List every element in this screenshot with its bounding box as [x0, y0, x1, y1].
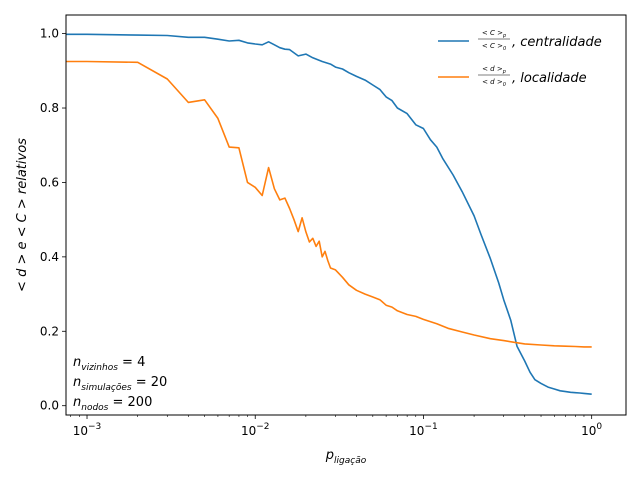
legend-fraction-den-localidade: < d >0 [482, 78, 506, 88]
x-tick-label: 100 [581, 422, 602, 438]
y-tick-label: 1.0 [40, 27, 59, 41]
legend: < C >p < C >0 , centralidade < d >p < d … [438, 29, 602, 88]
legend-label-localidade: , localidade [512, 71, 587, 86]
x-axis: 10−3 10−2 10−1 100 [70, 415, 602, 438]
series-layer [66, 33, 592, 395]
y-tick-label: 0.4 [40, 250, 59, 264]
x-tick-label: 10−2 [241, 422, 270, 438]
y-tick-label: 0.6 [40, 175, 59, 189]
legend-fraction-num-localidade: < d >p [482, 65, 506, 75]
series-line-localidade [66, 60, 592, 348]
y-axis: 0.0 0.2 0.4 0.6 0.8 1.0 [40, 27, 66, 413]
y-tick-label: 0.0 [40, 399, 59, 413]
x-tick-label: 10−1 [409, 422, 438, 438]
legend-entry-centralidade: < C >p < C >0 , centralidade [438, 29, 602, 52]
plot-frame [65, 14, 627, 416]
y-axis-label: < d > e < C > relativos [15, 138, 30, 292]
series-line-centralidade [66, 33, 592, 395]
annotation-n-simulacoes: nsimulações = 20 [73, 375, 167, 393]
legend-fraction-num-centralidade: < C >p [482, 29, 506, 39]
x-axis-label: pligação [325, 448, 367, 466]
annotation-n-vizinhos: nvizinhos = 4 [73, 355, 145, 373]
parameter-annotations: nvizinhos = 4 nsimulações = 20 nnodos = … [73, 355, 167, 413]
legend-fraction-den-centralidade: < C >0 [482, 42, 506, 52]
legend-entry-localidade: < d >p < d >0 , localidade [438, 65, 587, 88]
y-tick-label: 0.2 [40, 324, 59, 338]
legend-label-centralidade: , centralidade [512, 35, 602, 50]
annotation-n-nodos: nnodos = 200 [73, 395, 152, 413]
x-tick-label: 10−3 [73, 422, 102, 438]
y-tick-label: 0.8 [40, 101, 59, 115]
